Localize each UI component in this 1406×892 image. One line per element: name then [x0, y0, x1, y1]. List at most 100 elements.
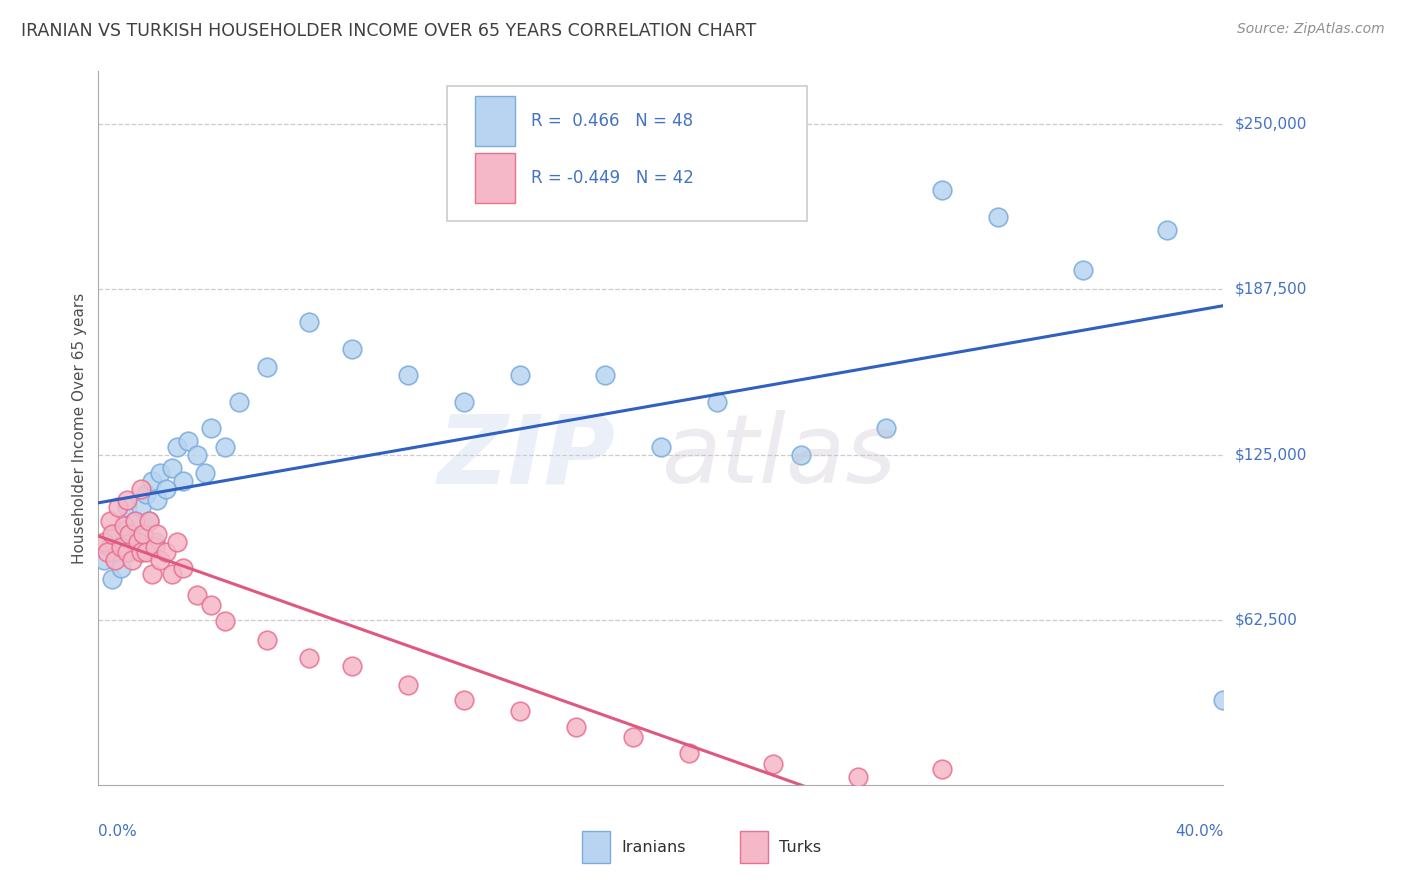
Point: [790, 448, 813, 462]
Point: [509, 368, 531, 383]
Point: [453, 693, 475, 707]
Point: [135, 545, 157, 559]
Point: [112, 534, 135, 549]
Point: [160, 460, 183, 475]
Text: $62,500: $62,500: [1234, 612, 1298, 627]
Point: [172, 474, 194, 488]
Point: [762, 756, 785, 771]
Point: [104, 527, 127, 541]
Point: [177, 434, 200, 449]
Point: [256, 360, 278, 375]
Point: [115, 545, 138, 559]
Point: [115, 522, 138, 536]
Point: [160, 566, 183, 581]
Point: [110, 561, 132, 575]
Text: $125,000: $125,000: [1234, 447, 1306, 462]
Point: [138, 514, 160, 528]
Point: [129, 500, 152, 515]
Point: [396, 677, 419, 691]
Point: [110, 540, 132, 554]
Point: [1071, 262, 1094, 277]
Text: 0.0%: 0.0%: [98, 824, 138, 838]
Text: Turks: Turks: [779, 840, 821, 855]
Point: [593, 368, 616, 383]
Point: [186, 588, 208, 602]
Point: [200, 421, 222, 435]
Point: [200, 599, 222, 613]
Point: [214, 614, 236, 628]
Point: [121, 553, 143, 567]
Point: [565, 720, 588, 734]
Point: [650, 440, 672, 454]
Point: [396, 368, 419, 383]
Point: [118, 527, 141, 541]
Point: [107, 500, 129, 515]
Point: [155, 482, 177, 496]
Point: [101, 527, 124, 541]
Point: [143, 534, 166, 549]
Text: Source: ZipAtlas.com: Source: ZipAtlas.com: [1237, 22, 1385, 37]
Text: $250,000: $250,000: [1234, 117, 1306, 132]
Text: $187,500: $187,500: [1234, 282, 1306, 297]
Point: [129, 482, 152, 496]
Point: [146, 492, 169, 507]
Point: [340, 659, 363, 673]
Point: [132, 527, 155, 541]
Text: R =  0.466   N = 48: R = 0.466 N = 48: [531, 112, 693, 130]
Point: [132, 527, 155, 541]
Point: [172, 561, 194, 575]
Point: [129, 545, 152, 559]
Point: [931, 762, 953, 776]
Point: [987, 210, 1010, 224]
Point: [194, 466, 217, 480]
Point: [931, 183, 953, 197]
Point: [155, 545, 177, 559]
Point: [621, 731, 644, 745]
Point: [141, 474, 163, 488]
Point: [256, 632, 278, 647]
FancyBboxPatch shape: [447, 86, 807, 221]
Point: [138, 514, 160, 528]
Point: [228, 394, 250, 409]
Text: 40.0%: 40.0%: [1175, 824, 1223, 838]
Text: R = -0.449   N = 42: R = -0.449 N = 42: [531, 169, 695, 187]
Text: Iranians: Iranians: [621, 840, 686, 855]
Point: [298, 315, 321, 329]
Point: [143, 540, 166, 554]
Text: ZIP: ZIP: [437, 410, 616, 503]
Point: [1212, 693, 1234, 707]
Point: [1156, 223, 1178, 237]
Point: [186, 448, 208, 462]
Point: [135, 487, 157, 501]
Point: [298, 651, 321, 665]
Point: [93, 534, 115, 549]
Point: [96, 545, 118, 559]
Point: [166, 440, 188, 454]
Point: [149, 553, 172, 567]
Point: [166, 534, 188, 549]
Point: [875, 421, 897, 435]
Point: [124, 514, 146, 528]
Point: [124, 514, 146, 528]
Point: [115, 500, 138, 515]
Text: IRANIAN VS TURKISH HOUSEHOLDER INCOME OVER 65 YEARS CORRELATION CHART: IRANIAN VS TURKISH HOUSEHOLDER INCOME OV…: [21, 22, 756, 40]
Point: [121, 527, 143, 541]
Point: [141, 566, 163, 581]
Point: [107, 545, 129, 559]
Point: [129, 545, 152, 559]
Point: [678, 746, 700, 760]
Point: [706, 394, 728, 409]
Text: atlas: atlas: [661, 410, 896, 503]
Bar: [475, 153, 515, 203]
Point: [115, 492, 138, 507]
Point: [214, 440, 236, 454]
Point: [127, 534, 149, 549]
Bar: [475, 96, 515, 146]
Point: [98, 514, 121, 528]
Point: [93, 553, 115, 567]
Point: [340, 342, 363, 356]
Point: [98, 540, 121, 554]
Point: [104, 553, 127, 567]
Bar: [740, 831, 768, 863]
Point: [146, 527, 169, 541]
